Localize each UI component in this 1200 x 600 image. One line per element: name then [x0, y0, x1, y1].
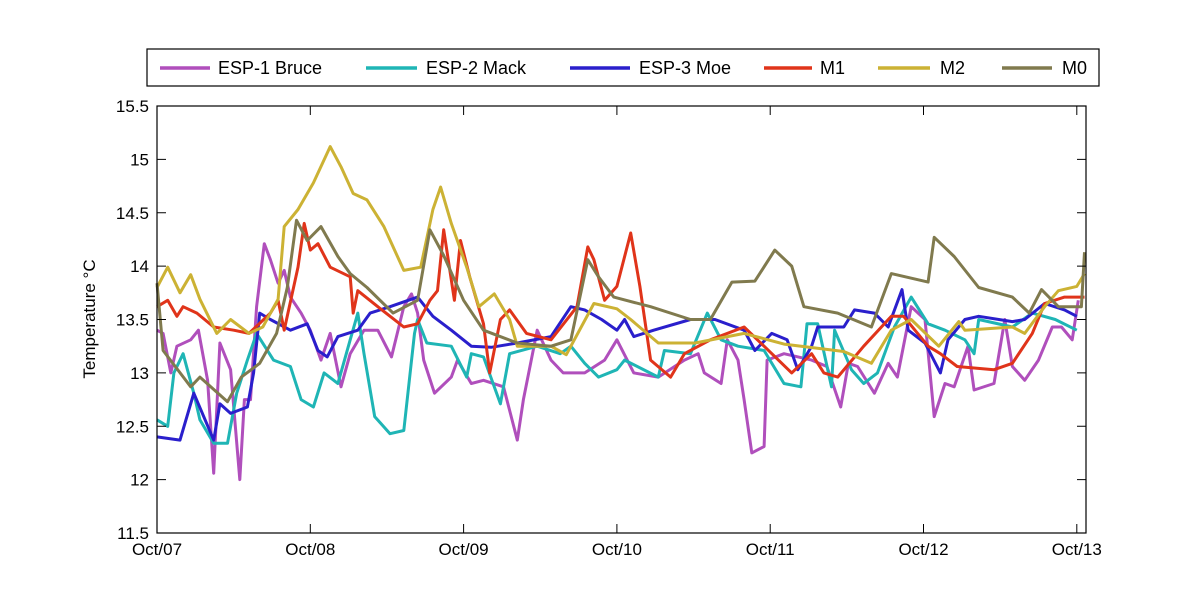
ticks-layer: Oct/07 Oct/08 Oct/09 Oct/10 Oct/11 Oct/12 Oct/…	[116, 97, 1102, 559]
y-axis-label: Temperature °C	[80, 259, 99, 378]
y-tick-label: 15.5	[116, 97, 149, 116]
series-line-m2	[155, 145, 1086, 365]
legend-item: ESP-2 Mack	[366, 58, 527, 78]
y-tick-label: 14.5	[116, 204, 149, 223]
y-tick-label: 13.5	[116, 311, 149, 330]
plot-area	[157, 106, 1086, 533]
y-tick-label: 13	[130, 364, 149, 383]
x-tick-label: Oct/12	[898, 540, 948, 559]
legend-box	[146, 48, 1100, 87]
x-tick-label: Oct/13	[1052, 540, 1102, 559]
series-line-m0	[155, 218, 1086, 404]
legend-item: ESP-1 Bruce	[160, 58, 322, 78]
x-tick-label: Oct/07	[132, 540, 182, 559]
x-tick-label: Oct/10	[592, 540, 642, 559]
series-layer	[155, 145, 1086, 482]
legend-label: M0	[1062, 58, 1087, 78]
legend-label: M1	[820, 58, 845, 78]
x-tick-label: Oct/09	[439, 540, 489, 559]
legend-item: M2	[878, 58, 965, 78]
y-tick-label: 14	[130, 257, 149, 276]
series-line-esp-2-mack	[156, 295, 1078, 445]
y-tick-label: 12.5	[116, 417, 149, 436]
legend-item: ESP-3 Moe	[570, 58, 731, 78]
y-tick-label: 15	[130, 150, 149, 169]
legend: ESP-1 Bruce ESP-2 Mack ESP-3 Moe M1 M2 M0	[146, 48, 1100, 87]
series-line-esp-3-moe	[156, 288, 1078, 442]
x-tick-label: Oct/08	[285, 540, 335, 559]
series-line-m1	[156, 221, 1085, 379]
x-tick-label: Oct/11	[746, 540, 795, 559]
legend-label: ESP-3 Moe	[639, 58, 731, 78]
legend-item: M1	[764, 58, 845, 78]
legend-label: M2	[940, 58, 965, 78]
y-tick-label: 12	[130, 471, 149, 490]
legend-label: ESP-1 Bruce	[218, 58, 322, 78]
y-tick-label: 11.5	[117, 524, 149, 543]
legend-item: M0	[1002, 58, 1087, 78]
legend-label: ESP-2 Mack	[426, 58, 527, 78]
